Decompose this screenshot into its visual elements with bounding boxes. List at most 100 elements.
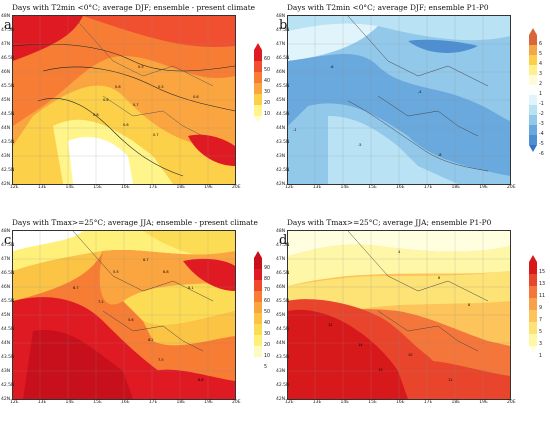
contour-label: 0.7 bbox=[133, 103, 139, 107]
lat-tick-label: 46.5N bbox=[276, 271, 290, 276]
lon-tick-label: 16E bbox=[396, 185, 405, 190]
lat-tick-label: 44.5N bbox=[276, 327, 290, 332]
lon-tick-label: 15E bbox=[368, 400, 377, 405]
contour-label: 13 bbox=[378, 368, 382, 372]
colorbar-label: 7 bbox=[539, 318, 543, 323]
colorbar-label: 10 bbox=[264, 112, 271, 117]
contour-label: 14 bbox=[358, 343, 363, 347]
contour-label: 12 bbox=[328, 323, 332, 327]
colorbar-label: 30 bbox=[264, 90, 271, 95]
colorbar-label: 2 bbox=[539, 82, 543, 87]
contour-label: 8.1 bbox=[188, 286, 194, 290]
contour-label: 0.6 bbox=[123, 123, 129, 127]
lat-tick-label: 43N bbox=[1, 154, 11, 159]
lat-tick-label: 45N bbox=[1, 313, 11, 318]
colorbar-label: 3 bbox=[539, 342, 543, 347]
lat-tick-label: 45N bbox=[276, 98, 286, 103]
lon-tick-label: 20E bbox=[232, 185, 241, 190]
lon-tick-label: 20E bbox=[232, 400, 241, 405]
contour-label: 6.8 bbox=[163, 270, 169, 274]
colorbar-label: 13 bbox=[539, 282, 546, 287]
colorbar-label: 5 bbox=[539, 52, 543, 57]
colorbar-label: 5 bbox=[539, 330, 543, 335]
lat-tick-label: 42N bbox=[276, 397, 286, 402]
lon-tick-label: 16E bbox=[121, 185, 130, 190]
contour-label: 0.6 bbox=[103, 98, 109, 102]
panel-title: Days with T2min <0°C; average DJF; ensem… bbox=[287, 3, 489, 12]
panel-b: b) Days with T2min <0°C; average DJF; en… bbox=[275, 0, 550, 215]
colorbar-label: 30 bbox=[264, 332, 271, 337]
lon-tick-label: 20E bbox=[507, 185, 516, 190]
map-jja-present: 6.7 5.5 6.8 6.7 8.1 7.2 5.6 6.2 7.5 8.8 bbox=[12, 230, 236, 400]
colorbar-label: 15 bbox=[539, 270, 546, 275]
contour-label: 8 bbox=[468, 303, 470, 307]
contour-label: 6 bbox=[438, 276, 440, 280]
colorbar-label: 1 bbox=[539, 354, 543, 359]
colorbar-label: 90 bbox=[264, 266, 271, 271]
panel-d: d) Days with Tmax>=25°C; average JJA; en… bbox=[275, 215, 550, 430]
panel-title: Days with Tmax>=25°C; average JJA; ensem… bbox=[287, 218, 492, 227]
contour-label: -1 bbox=[293, 128, 297, 132]
lat-tick-label: 42.5N bbox=[276, 383, 290, 388]
lat-tick-label: 44N bbox=[276, 126, 286, 131]
colorbar-label: 1 bbox=[539, 92, 543, 97]
map-djf-present: 0.5 0.6 0.5 0.6 0.6 0.7 0.8 0.6 0.7 bbox=[12, 15, 236, 185]
lat-tick-label: 46N bbox=[1, 285, 11, 290]
panel-title: Days with Tmax>=25°C; average JJA; ensem… bbox=[12, 218, 258, 227]
contour-label: -6 bbox=[330, 65, 334, 69]
colorbar-label: -6 bbox=[539, 152, 544, 157]
lon-tick-label: 18E bbox=[451, 400, 461, 405]
lat-tick-label: 46.5N bbox=[276, 56, 290, 61]
contour-label: 6.7 bbox=[143, 258, 149, 262]
colorbar bbox=[529, 28, 537, 152]
colorbar-label: 20 bbox=[264, 101, 271, 106]
contour-label: -4 bbox=[418, 90, 422, 94]
lat-tick-label: 43.5N bbox=[276, 140, 290, 145]
colorbar-label: -2 bbox=[539, 112, 544, 117]
colorbar-label: 11 bbox=[539, 294, 546, 299]
lat-tick-label: 43N bbox=[1, 369, 11, 374]
colorbar bbox=[254, 251, 262, 364]
lon-tick-label: 13E bbox=[37, 185, 47, 190]
lat-tick-label: 48N bbox=[1, 14, 11, 19]
lat-tick-label: 44N bbox=[1, 126, 11, 131]
lat-tick-label: 47.5N bbox=[1, 28, 15, 33]
colorbar-label: 80 bbox=[264, 277, 271, 282]
lon-tick-label: 12E bbox=[10, 400, 19, 405]
panel-c: c) Days with Tmax>=25°C; average JJA; en… bbox=[0, 215, 275, 430]
map-djf-change: -6 -4 -1 -5 -8 bbox=[287, 15, 511, 185]
lon-tick-label: 19E bbox=[479, 400, 488, 405]
colorbar bbox=[254, 43, 262, 123]
contour-label: 0.7 bbox=[153, 133, 159, 137]
colorbar-label: 9 bbox=[539, 306, 543, 311]
lat-tick-label: 47N bbox=[276, 257, 286, 262]
contour-label: 0.6 bbox=[193, 95, 199, 99]
colorbar-label: 50 bbox=[264, 68, 271, 73]
lat-tick-label: 45.5N bbox=[1, 84, 15, 89]
lon-tick-label: 19E bbox=[204, 185, 213, 190]
colorbar-label: -4 bbox=[539, 132, 544, 137]
contour-label: 0.6 bbox=[115, 85, 121, 89]
lon-tick-label: 12E bbox=[10, 185, 19, 190]
colorbar-label: -5 bbox=[539, 142, 544, 147]
lon-tick-label: 12E bbox=[285, 185, 294, 190]
lat-tick-label: 45N bbox=[1, 98, 11, 103]
lat-tick-label: 42.5N bbox=[276, 168, 290, 173]
lon-tick-label: 19E bbox=[479, 185, 488, 190]
lat-tick-label: 44N bbox=[1, 341, 11, 346]
lat-tick-label: 47N bbox=[1, 42, 11, 47]
map-jja-change: 4 6 8 12 14 10 13 11 bbox=[287, 230, 511, 400]
lon-tick-label: 17E bbox=[423, 185, 433, 190]
lat-tick-label: 42N bbox=[1, 397, 11, 402]
contour-label: 0.5 bbox=[158, 85, 164, 89]
colorbar-label: 10 bbox=[264, 354, 271, 359]
lon-tick-label: 12E bbox=[285, 400, 294, 405]
lon-tick-label: 14E bbox=[340, 400, 350, 405]
lon-tick-label: 17E bbox=[148, 400, 158, 405]
panel-a: a) Days with T2min <0°C; average DJF; en… bbox=[0, 0, 275, 215]
contour-label: 0.8 bbox=[93, 113, 99, 117]
lat-tick-label: 46N bbox=[1, 70, 11, 75]
lon-tick-label: 15E bbox=[93, 400, 102, 405]
lon-tick-label: 19E bbox=[204, 400, 213, 405]
lon-tick-label: 15E bbox=[93, 185, 102, 190]
